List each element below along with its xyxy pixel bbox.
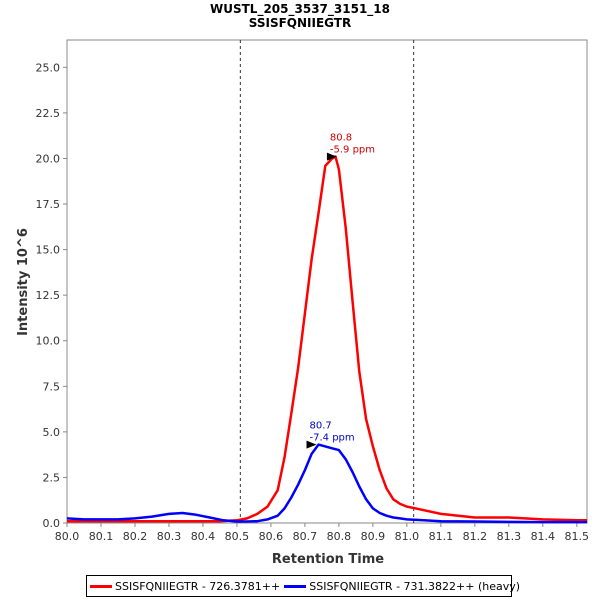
y-tick-label: 12.5 (36, 289, 61, 302)
x-tick-label: 80.7 (293, 530, 318, 543)
x-tick-label: 80.9 (361, 530, 386, 543)
x-tick-label: 80.3 (157, 530, 182, 543)
legend-label-heavy: SSISFQNIIEGTR - 731.3822++ (heavy) (309, 579, 521, 593)
y-tick-label: 25.0 (36, 61, 61, 74)
series-line-heavy (66, 443, 587, 524)
x-tick-label: 81.0 (395, 530, 420, 543)
y-tick-label: 15.0 (36, 244, 61, 257)
chart-title: WUSTL_205_3537_3151_18 (210, 2, 390, 17)
x-tick-label: 80.8 (327, 530, 352, 543)
y-tick-label: 20.0 (36, 152, 61, 165)
x-tick-label: 81.4 (531, 530, 556, 543)
y-tick-label: 2.5 (43, 471, 61, 484)
x-tick-label: 80.1 (89, 530, 114, 543)
x-tick-label: 80.4 (191, 530, 216, 543)
chromatogram-chart: WUSTL_205_3537_3151_18 SSISFQNIIEGTR 0.0… (16, 2, 590, 567)
apex-ppm-label: -7.4 ppm (310, 433, 355, 444)
plot-area (66, 39, 588, 524)
legend-swatch-light (90, 584, 112, 588)
chart-subtitle: SSISFQNIIEGTR (249, 16, 352, 30)
x-tick-label: 80.2 (123, 530, 148, 543)
annotation-layer: 80.8-5.9 ppm 80.7-7.4 ppm (306, 133, 375, 449)
apex-rt-label: 80.8 (330, 133, 352, 144)
apex-marker (306, 440, 317, 449)
x-tick-label: 80.5 (225, 530, 250, 543)
y-tick-label: 22.5 (36, 107, 61, 120)
x-tick-label: 81.5 (565, 530, 590, 543)
apex-ppm-label: -5.9 ppm (330, 145, 375, 156)
apex-rt-label: 80.7 (310, 421, 332, 432)
legend-item-heavy: SSISFQNIIEGTR - 731.3822++ (heavy) (284, 580, 520, 593)
y-tick-label: 10.0 (36, 335, 61, 348)
x-tick-label: 80.6 (259, 530, 284, 543)
x-tick-label: 80.0 (55, 530, 80, 543)
y-tick-label: 17.5 (36, 198, 61, 211)
y-tick-label: 7.5 (43, 380, 61, 393)
legend: SSISFQNIIEGTR - 726.3781++ SSISFQNIIEGTR… (86, 575, 520, 597)
legend-label-light: SSISFQNIIEGTR - 726.3781++ (115, 579, 281, 593)
y-tick-label: 0.0 (43, 517, 61, 530)
x-tick-label: 81.3 (497, 530, 522, 543)
legend-item-light: SSISFQNIIEGTR - 726.3781++ (90, 580, 280, 593)
x-tick-label: 81.1 (429, 530, 454, 543)
apex-marker (326, 152, 337, 161)
y-axis-label: Intensity 10^6 (16, 228, 31, 336)
y-tick-label: 5.0 (43, 426, 61, 439)
axes-layer: 0.0 2.5 5.0 7.5 10.0 12.5 15.0 17.5 20.0 22.5 25.0… (36, 40, 590, 543)
x-axis-label: Retention Time (272, 552, 384, 567)
x-tick-label: 81.2 (463, 530, 488, 543)
legend-swatch-heavy (284, 584, 307, 588)
